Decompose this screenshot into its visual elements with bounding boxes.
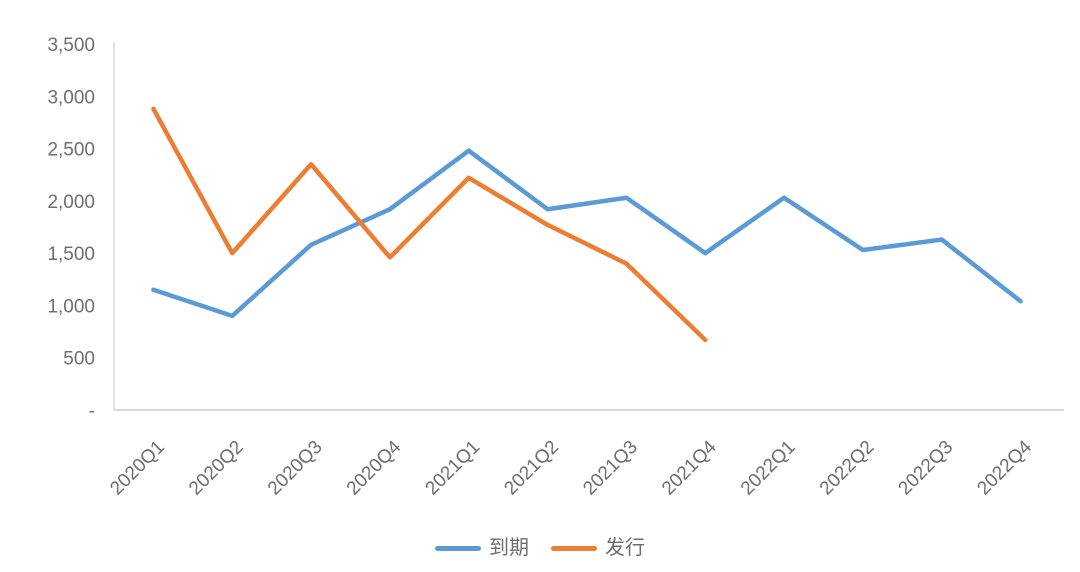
legend-item-maturity: 到期 bbox=[435, 538, 529, 558]
y-tick-label: 3,500 bbox=[47, 35, 95, 56]
x-tick-label: 2020Q4 bbox=[343, 436, 406, 499]
x-tick-label: 2022Q2 bbox=[816, 437, 879, 500]
legend-label-maturity: 到期 bbox=[489, 537, 529, 559]
chart-legend: 到期 发行 bbox=[0, 538, 1080, 558]
maturity-series-line bbox=[151, 148, 1023, 319]
y-tick-label: - bbox=[89, 401, 95, 422]
y-tick-label: 2,500 bbox=[47, 140, 95, 161]
x-tick-label: 2021Q1 bbox=[422, 437, 485, 500]
issuance-series-line bbox=[151, 106, 708, 343]
issuance-line-swatch-icon bbox=[551, 545, 597, 551]
x-tick-label: 2022Q4 bbox=[973, 436, 1036, 499]
x-tick-label: 2022Q3 bbox=[895, 437, 958, 500]
x-tick-label: 2022Q1 bbox=[737, 437, 800, 500]
x-tick-label: 2021Q4 bbox=[658, 436, 721, 499]
legend-item-issuance: 发行 bbox=[551, 538, 645, 558]
x-tick-label: 2020Q2 bbox=[185, 437, 248, 500]
y-tick-label: 1,500 bbox=[47, 244, 95, 265]
maturity-line-swatch-icon bbox=[435, 545, 481, 551]
x-tick-label: 2020Q1 bbox=[106, 437, 169, 500]
y-tick-label: 3,000 bbox=[47, 87, 95, 108]
y-tick-label: 2,000 bbox=[47, 192, 95, 213]
y-tick-label: 500 bbox=[63, 349, 95, 370]
legend-label-issuance: 发行 bbox=[605, 537, 645, 559]
x-tick-label: 2021Q3 bbox=[579, 437, 642, 500]
y-tick-label: 1,000 bbox=[47, 296, 95, 317]
x-tick-label: 2021Q2 bbox=[500, 437, 563, 500]
x-tick-label: 2020Q3 bbox=[264, 437, 327, 500]
